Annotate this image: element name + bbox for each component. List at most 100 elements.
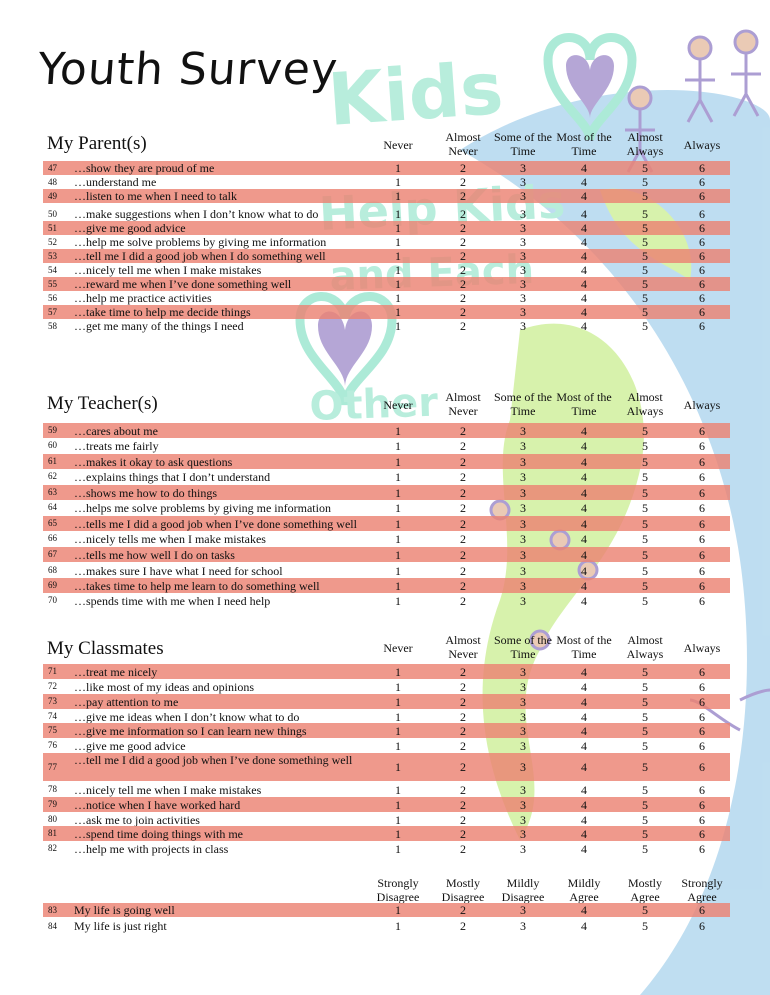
rating-option-4[interactable]: 4: [581, 841, 587, 856]
rating-option-3[interactable]: 3: [520, 841, 526, 856]
rating-option-2[interactable]: 2: [460, 189, 466, 203]
rating-option-4[interactable]: 4: [581, 563, 587, 578]
rating-option-6[interactable]: 6: [699, 207, 705, 221]
rating-option-3[interactable]: 3: [520, 305, 526, 319]
rating-option-5[interactable]: 5: [642, 760, 648, 774]
rating-option-4[interactable]: 4: [581, 438, 587, 453]
rating-option-4[interactable]: 4: [581, 578, 587, 593]
rating-option-1[interactable]: 1: [395, 221, 401, 235]
rating-option-2[interactable]: 2: [460, 516, 466, 531]
rating-option-3[interactable]: 3: [520, 454, 526, 469]
rating-option-4[interactable]: 4: [581, 500, 587, 515]
rating-option-4[interactable]: 4: [581, 723, 587, 738]
rating-option-2[interactable]: 2: [460, 221, 466, 235]
rating-option-2[interactable]: 2: [460, 738, 466, 753]
rating-option-1[interactable]: 1: [395, 709, 401, 724]
rating-option-4[interactable]: 4: [581, 760, 587, 774]
rating-option-2[interactable]: 2: [460, 563, 466, 578]
rating-option-5[interactable]: 5: [642, 578, 648, 593]
rating-option-3[interactable]: 3: [520, 438, 526, 453]
rating-option-4[interactable]: 4: [581, 277, 587, 291]
rating-option-2[interactable]: 2: [460, 782, 466, 797]
rating-option-3[interactable]: 3: [520, 547, 526, 562]
rating-option-4[interactable]: 4: [581, 664, 587, 679]
rating-option-6[interactable]: 6: [699, 161, 705, 175]
rating-option-1[interactable]: 1: [395, 235, 401, 249]
rating-option-2[interactable]: 2: [460, 797, 466, 812]
rating-option-5[interactable]: 5: [642, 500, 648, 515]
rating-option-5[interactable]: 5: [642, 841, 648, 856]
rating-option-2[interactable]: 2: [460, 578, 466, 593]
rating-option-4[interactable]: 4: [581, 221, 587, 235]
rating-option-4[interactable]: 4: [581, 263, 587, 277]
rating-option-2[interactable]: 2: [460, 500, 466, 515]
rating-option-2[interactable]: 2: [460, 305, 466, 319]
rating-option-5[interactable]: 5: [642, 903, 648, 917]
rating-option-6[interactable]: 6: [699, 547, 705, 562]
rating-option-2[interactable]: 2: [460, 277, 466, 291]
rating-option-6[interactable]: 6: [699, 469, 705, 484]
rating-option-6[interactable]: 6: [699, 263, 705, 277]
rating-option-5[interactable]: 5: [642, 189, 648, 203]
rating-option-4[interactable]: 4: [581, 161, 587, 175]
rating-option-6[interactable]: 6: [699, 903, 705, 917]
rating-option-2[interactable]: 2: [460, 319, 466, 333]
rating-option-1[interactable]: 1: [395, 723, 401, 738]
rating-option-4[interactable]: 4: [581, 454, 587, 469]
rating-option-3[interactable]: 3: [520, 291, 526, 305]
rating-option-5[interactable]: 5: [642, 797, 648, 812]
rating-option-4[interactable]: 4: [581, 207, 587, 221]
rating-option-5[interactable]: 5: [642, 207, 648, 221]
rating-option-6[interactable]: 6: [699, 531, 705, 546]
rating-option-1[interactable]: 1: [395, 263, 401, 277]
rating-option-5[interactable]: 5: [642, 826, 648, 841]
rating-option-3[interactable]: 3: [520, 423, 526, 438]
rating-option-1[interactable]: 1: [395, 694, 401, 709]
rating-option-1[interactable]: 1: [395, 454, 401, 469]
rating-option-6[interactable]: 6: [699, 235, 705, 249]
rating-option-3[interactable]: 3: [520, 709, 526, 724]
rating-option-5[interactable]: 5: [642, 249, 648, 263]
rating-option-3[interactable]: 3: [520, 277, 526, 291]
rating-option-6[interactable]: 6: [699, 760, 705, 774]
rating-option-6[interactable]: 6: [699, 723, 705, 738]
rating-option-5[interactable]: 5: [642, 277, 648, 291]
rating-option-4[interactable]: 4: [581, 235, 587, 249]
rating-option-1[interactable]: 1: [395, 531, 401, 546]
rating-option-5[interactable]: 5: [642, 319, 648, 333]
rating-option-3[interactable]: 3: [520, 235, 526, 249]
rating-option-2[interactable]: 2: [460, 485, 466, 500]
rating-option-5[interactable]: 5: [642, 161, 648, 175]
rating-option-3[interactable]: 3: [520, 175, 526, 189]
rating-option-2[interactable]: 2: [460, 469, 466, 484]
rating-option-4[interactable]: 4: [581, 423, 587, 438]
rating-option-1[interactable]: 1: [395, 319, 401, 333]
rating-option-1[interactable]: 1: [395, 919, 401, 933]
rating-option-3[interactable]: 3: [520, 694, 526, 709]
rating-option-3[interactable]: 3: [520, 664, 526, 679]
rating-option-3[interactable]: 3: [520, 161, 526, 175]
rating-option-1[interactable]: 1: [395, 516, 401, 531]
rating-option-5[interactable]: 5: [642, 738, 648, 753]
rating-option-1[interactable]: 1: [395, 189, 401, 203]
rating-option-1[interactable]: 1: [395, 760, 401, 774]
rating-option-1[interactable]: 1: [395, 738, 401, 753]
rating-option-4[interactable]: 4: [581, 797, 587, 812]
rating-option-2[interactable]: 2: [460, 161, 466, 175]
rating-option-5[interactable]: 5: [642, 235, 648, 249]
rating-option-1[interactable]: 1: [395, 485, 401, 500]
rating-option-6[interactable]: 6: [699, 826, 705, 841]
rating-option-4[interactable]: 4: [581, 189, 587, 203]
rating-option-2[interactable]: 2: [460, 263, 466, 277]
rating-option-6[interactable]: 6: [699, 738, 705, 753]
rating-option-3[interactable]: 3: [520, 500, 526, 515]
rating-option-2[interactable]: 2: [460, 826, 466, 841]
rating-option-2[interactable]: 2: [460, 438, 466, 453]
rating-option-1[interactable]: 1: [395, 277, 401, 291]
rating-option-5[interactable]: 5: [642, 263, 648, 277]
rating-option-1[interactable]: 1: [395, 249, 401, 263]
rating-option-6[interactable]: 6: [699, 221, 705, 235]
rating-option-2[interactable]: 2: [460, 547, 466, 562]
rating-option-3[interactable]: 3: [520, 578, 526, 593]
rating-option-1[interactable]: 1: [395, 175, 401, 189]
